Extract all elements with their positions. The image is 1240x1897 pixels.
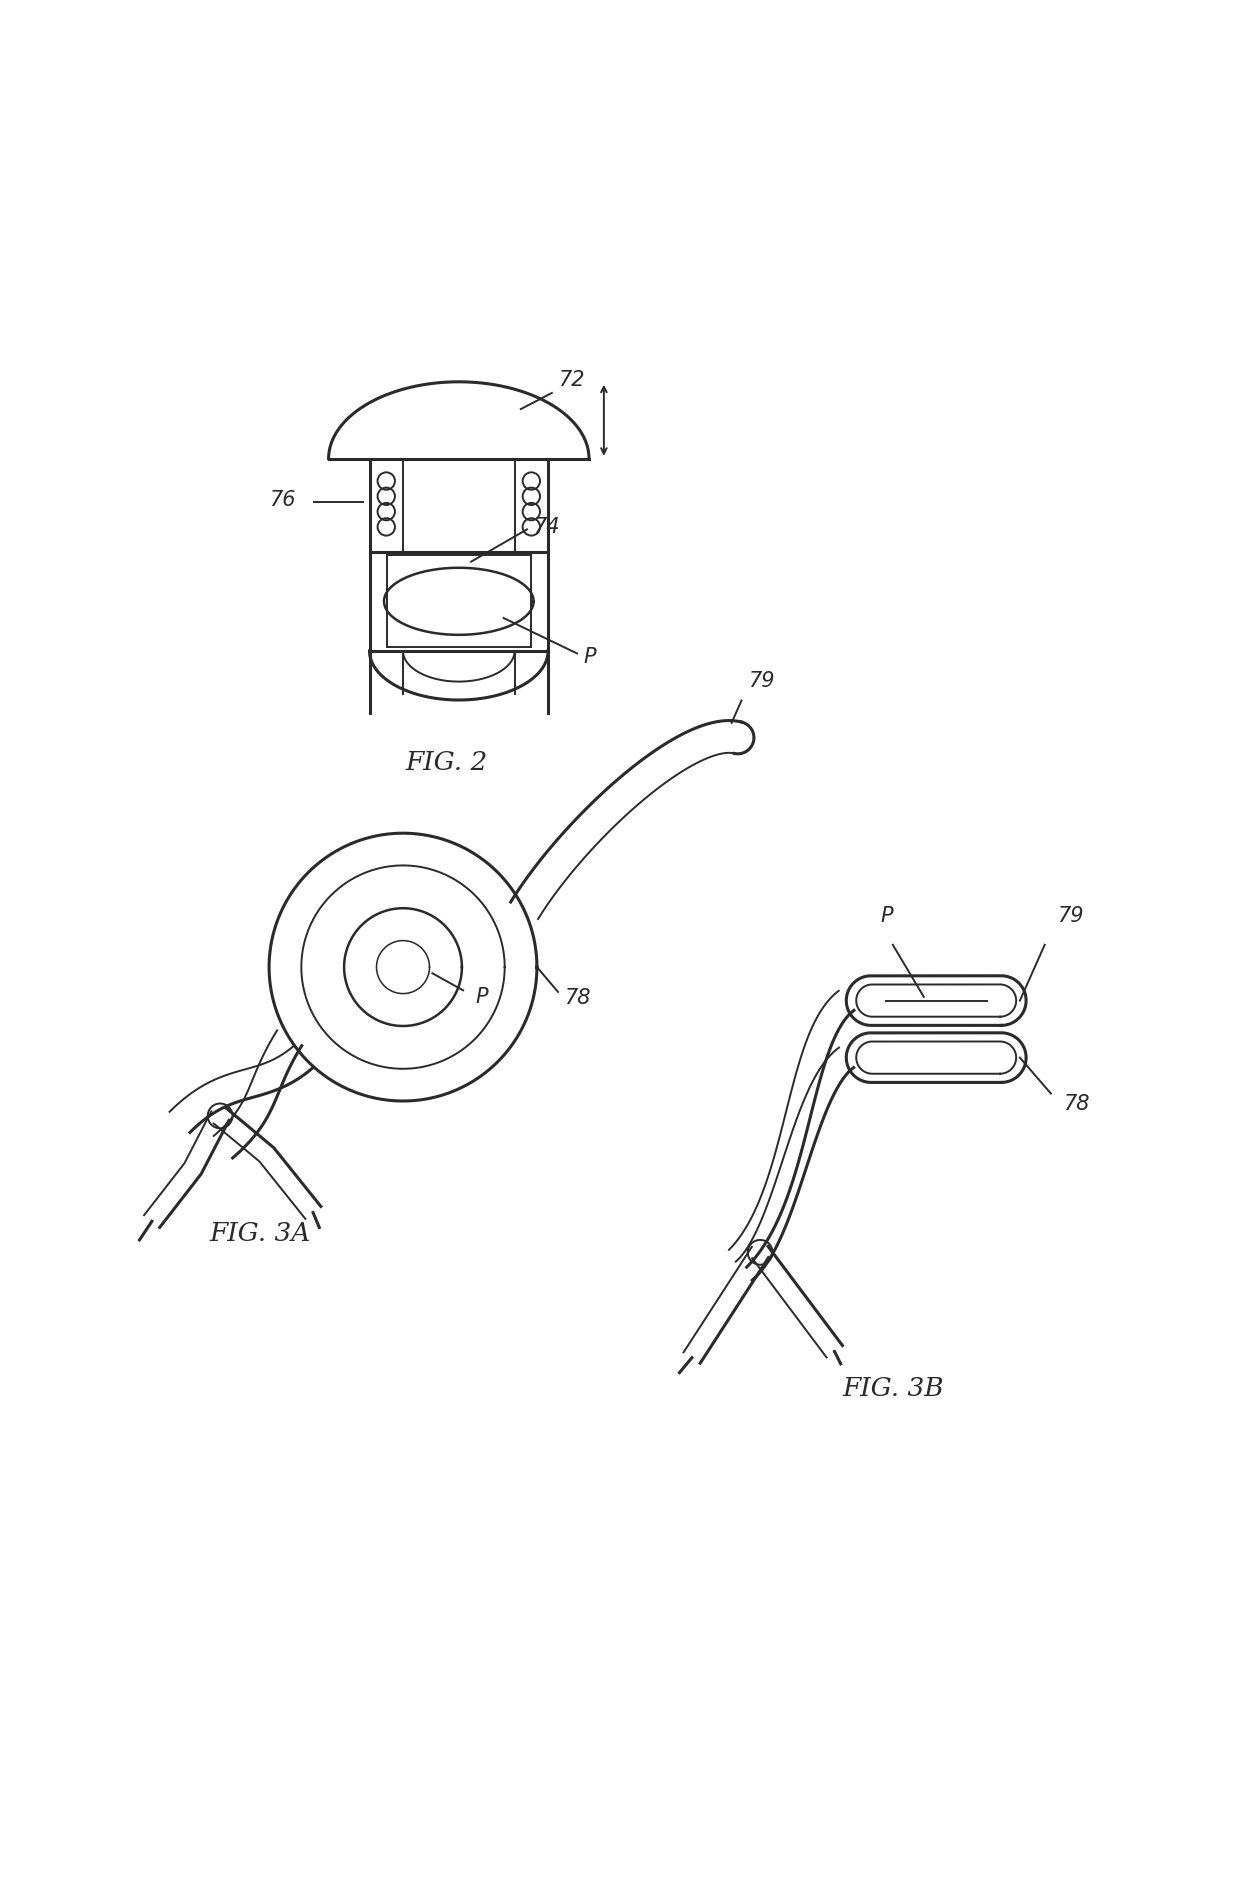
Text: 78: 78 (564, 988, 590, 1007)
Text: 74: 74 (533, 516, 559, 537)
Text: 76: 76 (269, 489, 295, 510)
Text: P: P (476, 986, 489, 1007)
Text: 72: 72 (558, 370, 584, 391)
Text: FIG. 3B: FIG. 3B (842, 1375, 944, 1402)
Text: 79: 79 (748, 670, 774, 691)
Text: 79: 79 (1058, 907, 1084, 926)
Text: 78: 78 (1063, 1093, 1090, 1114)
Text: FIG. 3A: FIG. 3A (210, 1222, 311, 1246)
Text: P: P (583, 647, 596, 668)
Text: P: P (880, 907, 893, 926)
Text: FIG. 2: FIG. 2 (405, 749, 487, 776)
